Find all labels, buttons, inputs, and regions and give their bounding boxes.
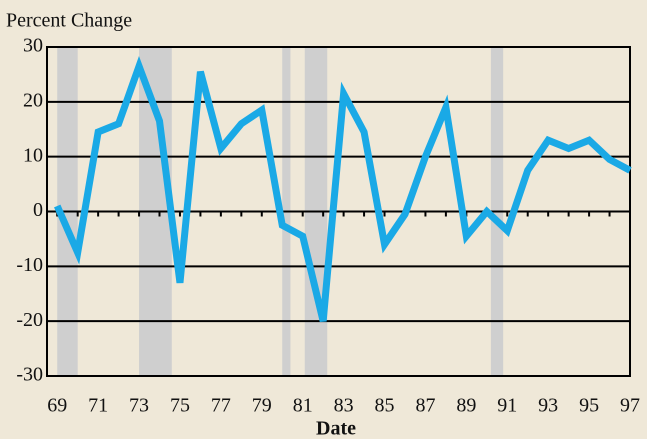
x-tick-label: 97 [620, 395, 640, 417]
x-tick-label: 69 [47, 395, 67, 417]
x-tick-label: 85 [375, 395, 395, 417]
data-line [54, 55, 632, 322]
x-tick-label: 95 [579, 395, 599, 417]
x-tick-label: 81 [293, 395, 313, 417]
y-tick-label: -30 [16, 364, 43, 386]
y-tick-label: 20 [23, 89, 43, 111]
y-tick-label: -20 [16, 309, 43, 331]
x-tick-label: 71 [88, 395, 108, 417]
x-tick-label: 77 [211, 395, 231, 417]
x-tick-label: 79 [252, 395, 272, 417]
x-tick-label: 89 [456, 395, 476, 417]
x-tick-label: 75 [170, 395, 190, 417]
y-tick-label: 30 [23, 35, 43, 57]
x-tick-label: 91 [497, 395, 517, 417]
y-tick-label: -10 [16, 254, 43, 276]
x-tick-label: 73 [129, 395, 149, 417]
x-tick-label: 93 [538, 395, 558, 417]
y-axis-label: Percent Change [6, 10, 132, 32]
y-tick-label: 0 [33, 199, 43, 221]
x-tick-label: 87 [415, 395, 435, 417]
x-tick-label: 83 [334, 395, 354, 417]
plot-frame [46, 46, 631, 377]
y-tick-label: 10 [23, 144, 43, 166]
x-axis-label: Date [316, 418, 356, 439]
